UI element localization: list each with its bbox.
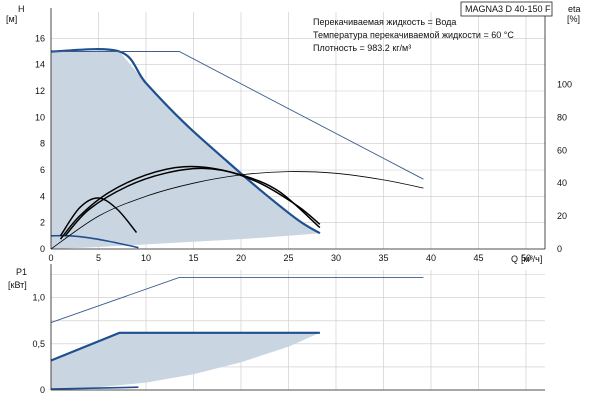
flow-tick-label: 35 bbox=[378, 253, 388, 263]
eta-tick-label: 80 bbox=[557, 112, 567, 122]
flow-tick-label: 15 bbox=[188, 253, 198, 263]
eta-tick-label: 40 bbox=[557, 178, 567, 188]
flow-tick-label: 0 bbox=[48, 253, 53, 263]
head-tick-label: 12 bbox=[35, 86, 45, 96]
eta-axis-unit: [%] bbox=[567, 14, 580, 24]
flow-tick-label: 5 bbox=[96, 253, 101, 263]
head-tick-label: 14 bbox=[35, 60, 45, 70]
head-operating-area bbox=[51, 51, 320, 249]
head-axis-label: H bbox=[18, 4, 25, 14]
head-tick-label: 10 bbox=[35, 112, 45, 122]
flow-tick-label: 50 bbox=[521, 253, 531, 263]
flow-tick-label: 10 bbox=[141, 253, 151, 263]
info-density: Плотность = 983.2 кг/м³ bbox=[313, 43, 411, 53]
head-max-curve-thin bbox=[51, 51, 424, 180]
power-max-curve-thin bbox=[50, 276, 424, 324]
power-axis-label: P1 bbox=[16, 267, 27, 277]
info-liquid: Перекачиваемая жидкость = Вода bbox=[313, 17, 456, 27]
eta-tick-label: 20 bbox=[557, 211, 567, 221]
eta-tick-label: 100 bbox=[557, 79, 572, 89]
title-box: MAGNA3 D 40-150 F bbox=[460, 1, 553, 17]
head-tick-label: 6 bbox=[40, 165, 45, 175]
flow-tick-label: 45 bbox=[473, 253, 483, 263]
flow-tick-label: 20 bbox=[236, 253, 246, 263]
tick-labels-layer: 0 5 10 15 20 25 30 35 40 45 50 0 2 4 6 8 10 12 14 16 0 20 40 60… bbox=[32, 33, 572, 395]
axes-layer bbox=[50, 8, 546, 391]
fluid-info: Перекачиваемая жидкость = Вода Температу… bbox=[313, 17, 514, 53]
chart-title: MAGNA3 D 40-150 F bbox=[465, 4, 551, 14]
power-axis-unit: [кВт] bbox=[8, 280, 27, 290]
eta-axis-label: eta bbox=[568, 4, 581, 14]
eta-curve bbox=[59, 165, 321, 240]
flow-tick-label: 25 bbox=[283, 253, 293, 263]
power-tick-label: 0,5 bbox=[32, 339, 45, 349]
power-series-layer bbox=[50, 276, 424, 390]
eta-tick-label: 60 bbox=[557, 145, 567, 155]
power-min-curve bbox=[50, 386, 139, 390]
power-operating-area bbox=[51, 332, 320, 390]
head-axis-unit: [м] bbox=[6, 14, 17, 24]
flow-tick-label: 40 bbox=[426, 253, 436, 263]
eta-curve bbox=[64, 167, 321, 237]
head-min-curve bbox=[50, 234, 139, 249]
info-temperature: Температура перекачиваемой жидкости = 60… bbox=[313, 30, 514, 40]
head-tick-label: 2 bbox=[40, 218, 45, 228]
eta-curve bbox=[59, 197, 138, 237]
eta-tick-label: 0 bbox=[557, 244, 562, 254]
flow-tick-label: 30 bbox=[331, 253, 341, 263]
power-tick-label: 0 bbox=[40, 385, 45, 395]
eta-curve-thin bbox=[50, 171, 424, 250]
power-tick-label: 1,0 bbox=[32, 293, 45, 303]
head-tick-label: 16 bbox=[35, 33, 45, 43]
head-tick-label: 0 bbox=[40, 244, 45, 254]
head-series-layer bbox=[50, 48, 424, 250]
power-max-curve bbox=[50, 331, 320, 362]
head-tick-label: 4 bbox=[40, 191, 45, 201]
flow-axis-unit: [м³/ч] bbox=[521, 254, 542, 264]
head-tick-label: 8 bbox=[40, 139, 45, 149]
flow-axis-label: Q bbox=[511, 254, 518, 264]
